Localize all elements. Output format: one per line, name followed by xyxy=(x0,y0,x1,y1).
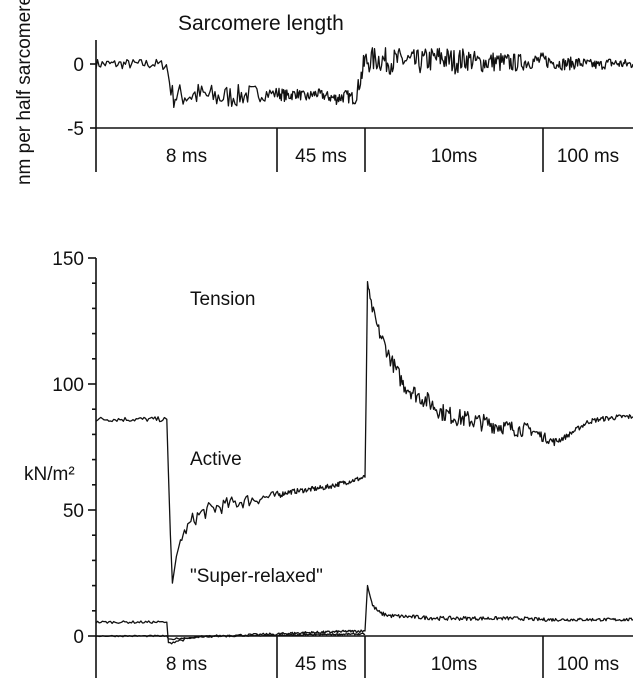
bottom-time-segments: 8 ms 45 ms 10ms 100 ms xyxy=(95,636,619,678)
bottom-y-tick-label: 0 xyxy=(73,627,84,648)
top-y-ticks: 0 -5 xyxy=(67,55,96,140)
top-y-axis-label: nm per half sarcomere xyxy=(14,0,35,185)
bottom-y-axis-label: kN/m² xyxy=(24,464,75,485)
top-segment-label: 100 ms xyxy=(557,146,619,167)
top-chart-title: Sarcomere length xyxy=(178,12,344,35)
bottom-y-tick-label: 150 xyxy=(52,249,84,270)
bottom-y-tick-label: 100 xyxy=(52,375,84,396)
bottom-segment-label: 45 ms xyxy=(295,654,347,675)
active-annotation: Active xyxy=(190,449,242,470)
bottom-segment-label: 100 ms xyxy=(557,654,619,675)
top-segment-label: 8 ms xyxy=(166,146,207,167)
top-segment-label: 45 ms xyxy=(295,146,347,167)
sarcomere-length-panel: Sarcomere length nm per half sarcomere 0… xyxy=(14,0,633,185)
tension-annotation: Tension xyxy=(190,289,256,310)
top-segment-label: 10ms xyxy=(431,146,477,167)
sarcomere-length-trace xyxy=(95,47,633,109)
bottom-y-tick-label: 50 xyxy=(63,501,84,522)
active-trace xyxy=(95,280,633,584)
top-y-tick-label: -5 xyxy=(67,119,84,140)
bottom-segment-label: 8 ms xyxy=(166,654,207,675)
tension-panel: kN/m² 0 50 100 150 8 ms 45 ms 10ms 100 ms Tens… xyxy=(24,249,633,678)
super-relaxed-annotation: "Super-relaxed" xyxy=(190,566,323,587)
super-relaxed-secondary-trace xyxy=(95,632,366,641)
top-time-segments: 8 ms 45 ms 10ms 100 ms xyxy=(95,128,619,172)
bottom-minor-ticks xyxy=(92,282,96,612)
top-y-tick-label: 0 xyxy=(73,55,84,76)
bottom-segment-label: 10ms xyxy=(431,654,477,675)
bottom-y-ticks: 0 50 100 150 xyxy=(52,249,96,648)
